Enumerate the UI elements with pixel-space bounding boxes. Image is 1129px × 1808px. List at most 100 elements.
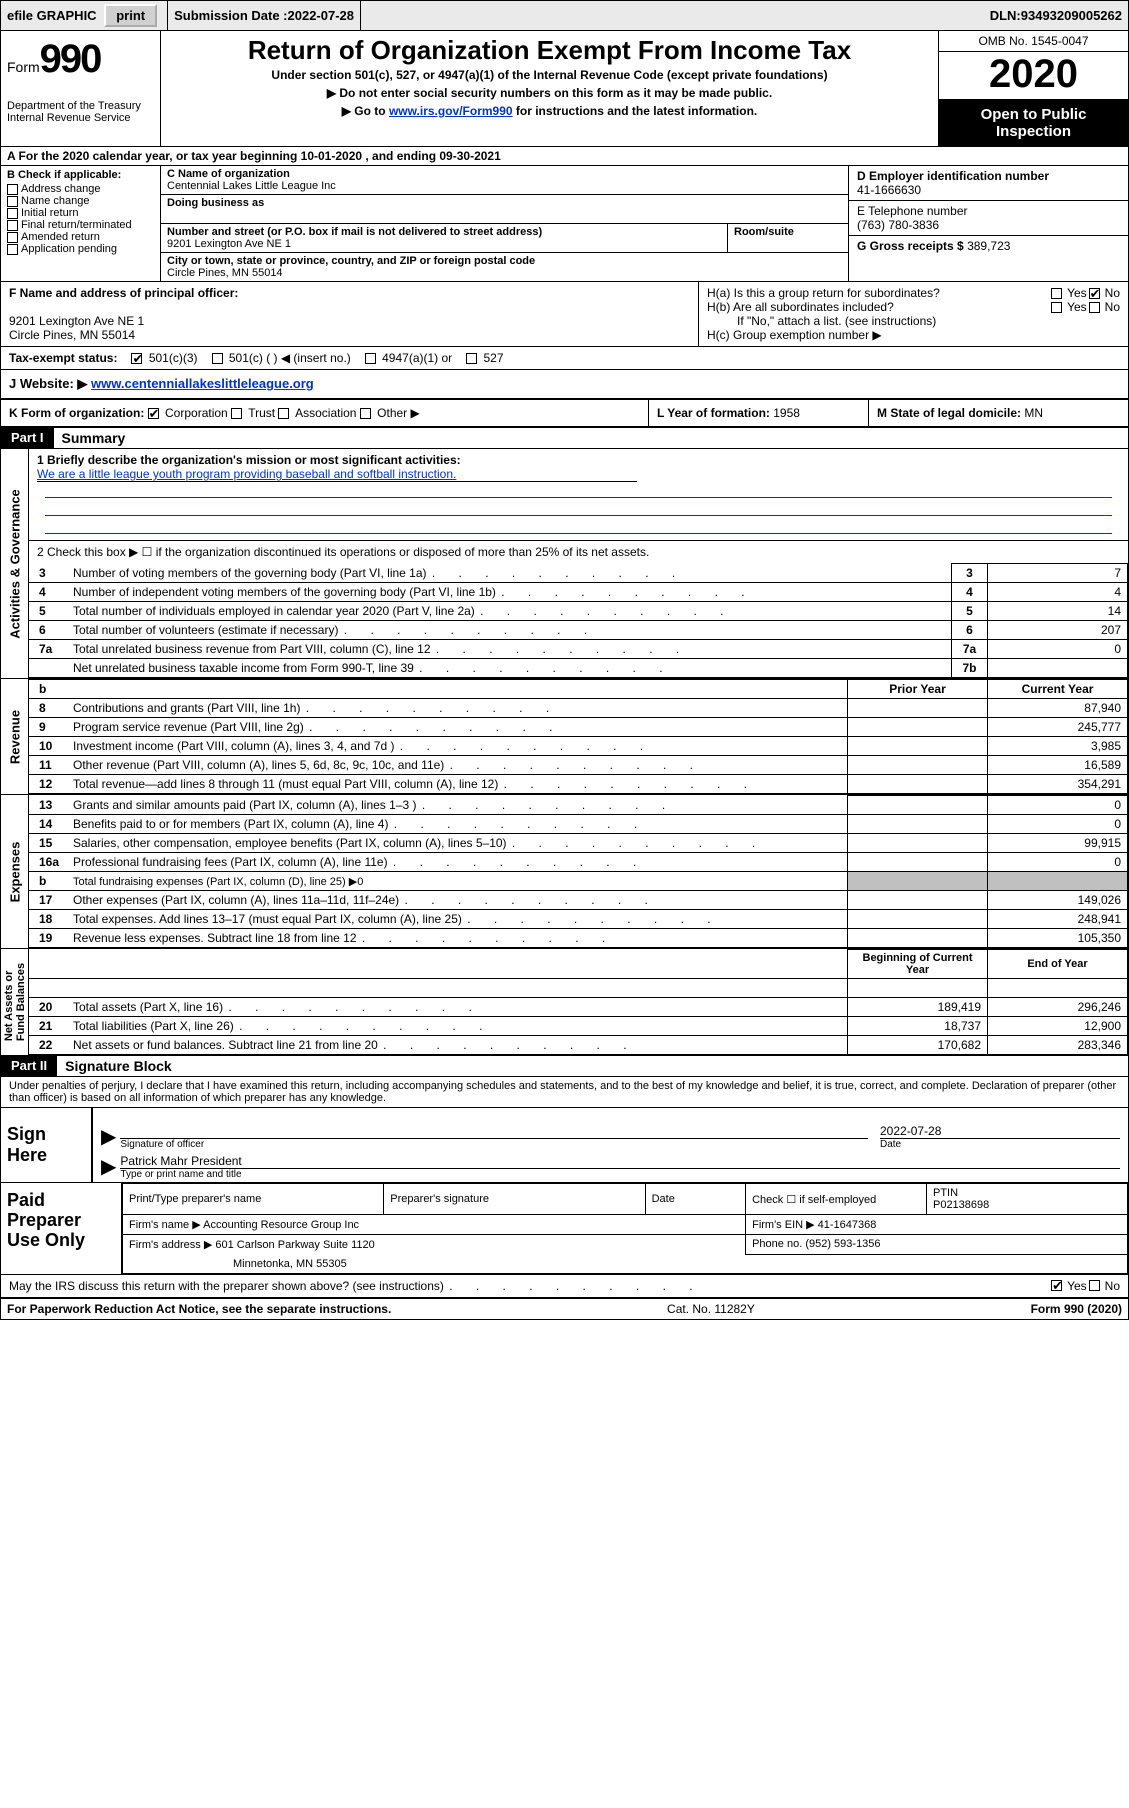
- instr-link: ▶ Go to www.irs.gov/Form990 for instruct…: [169, 104, 930, 118]
- part1-header-row: Part I Summary: [1, 428, 1128, 449]
- officer-sig-field[interactable]: Signature of officer: [120, 1124, 868, 1150]
- sign-here: Sign Here ▶ Signature of officer 2022-07…: [1, 1108, 1128, 1183]
- k-corp[interactable]: Corporation: [148, 406, 228, 420]
- header-right: OMB No. 1545-0047 2020 Open to Public In…: [938, 31, 1128, 146]
- mission-link[interactable]: We are a little league youth program pro…: [37, 467, 637, 482]
- print-button[interactable]: print: [104, 4, 157, 27]
- hc-label: H(c) Group exemption number ▶: [707, 328, 1120, 342]
- box-l: L Year of formation: 1958: [648, 400, 868, 426]
- revenue-row: 11Other revenue (Part VIII, column (A), …: [29, 756, 1128, 775]
- netasset-row: 22Net assets or fund balances. Subtract …: [29, 1036, 1128, 1055]
- dln-cell: DLN: 93493209005262: [984, 1, 1128, 30]
- box-b: B Check if applicable: Address change Na…: [1, 166, 161, 281]
- irs-link[interactable]: www.irs.gov/Form990: [389, 104, 513, 118]
- ptin-cell: PTINP02138698: [926, 1184, 1127, 1215]
- prep-selfemp[interactable]: Check ☐ if self-employed: [746, 1184, 927, 1215]
- section-bcd: B Check if applicable: Address change Na…: [1, 166, 1128, 282]
- chk-name[interactable]: Name change: [7, 195, 154, 207]
- side-na: Net Assets orFund Balances: [1, 949, 29, 1055]
- may-irs-row: May the IRS discuss this return with the…: [1, 1275, 1128, 1298]
- year-formation: 1958: [773, 406, 800, 420]
- na-table: Beginning of Current Year End of Year 20…: [29, 949, 1128, 1055]
- firm-ein: 41-1647368: [818, 1219, 877, 1231]
- opt-501c3[interactable]: 501(c)(3): [131, 351, 197, 365]
- expenses-block: Expenses 13Grants and similar amounts pa…: [1, 794, 1128, 948]
- row-i: Tax-exempt status: 501(c)(3) 501(c) ( ) …: [1, 347, 1128, 370]
- col-hdr-row: b Prior Year Current Year: [29, 680, 1128, 699]
- expense-row: 18Total expenses. Add lines 13–17 (must …: [29, 910, 1128, 929]
- opt-501c[interactable]: 501(c) ( ) ◀ (insert no.): [212, 351, 351, 365]
- instr-pre: ▶ Go to: [342, 104, 389, 118]
- part2-badge: Part II: [1, 1056, 57, 1076]
- form-title: Return of Organization Exempt From Incom…: [169, 35, 930, 66]
- netassets-block: Net Assets orFund Balances Beginning of …: [1, 948, 1128, 1056]
- h-note: If "No," attach a list. (see instruction…: [707, 314, 1120, 328]
- chk-amended[interactable]: Amended return: [7, 231, 154, 243]
- k-assoc[interactable]: Association: [278, 406, 356, 420]
- chk-initial[interactable]: Initial return: [7, 207, 154, 219]
- ag-table: 3Number of voting members of the governi…: [29, 563, 1128, 678]
- org-name-label: C Name of organization: [167, 168, 842, 180]
- ha-yes[interactable]: [1051, 288, 1062, 299]
- part2-title: Signature Block: [57, 1056, 180, 1076]
- instr-ssn: ▶ Do not enter social security numbers o…: [169, 86, 930, 100]
- side-rev: Revenue: [1, 679, 29, 794]
- form-container: efile GRAPHIC print Submission Date : 20…: [0, 0, 1129, 1320]
- form-word: Form: [7, 59, 40, 75]
- k-trust[interactable]: Trust: [231, 406, 275, 420]
- box-h: H(a) Is this a group return for subordin…: [698, 282, 1128, 346]
- row-a-period: A For the 2020 calendar year, or tax yea…: [1, 147, 1128, 166]
- form-org-label: K Form of organization:: [9, 406, 144, 420]
- hb-no[interactable]: [1089, 302, 1100, 313]
- officer-name: Patrick Mahr President: [120, 1154, 1120, 1168]
- topbar-spacer: [361, 1, 984, 30]
- box-c: C Name of organization Centennial Lakes …: [161, 166, 848, 281]
- revenue-row: 10Investment income (Part VIII, column (…: [29, 737, 1128, 756]
- expense-row: 14Benefits paid to or for members (Part …: [29, 815, 1128, 834]
- opt-527[interactable]: 527: [466, 351, 503, 365]
- header-left: Form 990 Department of the Treasury Inte…: [1, 31, 161, 146]
- website-label: J Website: ▶: [9, 376, 91, 391]
- header-center: Return of Organization Exempt From Incom…: [161, 31, 938, 146]
- side-exp: Expenses: [1, 795, 29, 948]
- box-k: K Form of organization: Corporation Trus…: [1, 400, 648, 426]
- paid-preparer: Paid Preparer Use Only Print/Type prepar…: [1, 1183, 1128, 1275]
- q1: 1 Briefly describe the organization's mi…: [29, 449, 1128, 541]
- open-inspection: Open to Public Inspection: [939, 100, 1128, 146]
- chk-address[interactable]: Address change: [7, 183, 154, 195]
- activities-governance: Activities & Governance 1 Briefly descri…: [1, 449, 1128, 679]
- row-j: J Website: ▶ www.centenniallakeslittlele…: [1, 370, 1128, 400]
- officer-label: F Name and address of principal officer:: [9, 286, 238, 300]
- irs-yes[interactable]: [1051, 1280, 1062, 1291]
- opt-4947[interactable]: 4947(a)(1) or: [365, 351, 452, 365]
- ha-label: H(a) Is this a group return for subordin…: [707, 286, 940, 300]
- form-990-number: 990: [40, 37, 101, 82]
- irs-no[interactable]: [1089, 1280, 1100, 1291]
- box-m: M State of legal domicile: MN: [868, 400, 1128, 426]
- revenue-row: 9Program service revenue (Part VIII, lin…: [29, 718, 1128, 737]
- top-bar: efile GRAPHIC print Submission Date : 20…: [1, 1, 1128, 31]
- city-row: City or town, state or province, country…: [161, 253, 848, 281]
- ag-row: 3Number of voting members of the governi…: [29, 564, 1128, 583]
- hb-yes[interactable]: [1051, 302, 1062, 313]
- ein-cell: D Employer identification number 41-1666…: [849, 166, 1128, 201]
- omb-number: OMB No. 1545-0047: [939, 31, 1128, 52]
- ha-no[interactable]: [1089, 288, 1100, 299]
- k-other[interactable]: Other ▶: [360, 406, 420, 420]
- city-label: City or town, state or province, country…: [167, 255, 842, 267]
- firm-addr2: Minnetonka, MN 55305: [123, 1254, 1128, 1273]
- chk-final[interactable]: Final return/terminated: [7, 219, 154, 231]
- rev-table: b Prior Year Current Year 8Contributions…: [29, 679, 1128, 794]
- end-hdr: End of Year: [988, 950, 1128, 979]
- website-link[interactable]: www.centenniallakeslittleleague.org: [91, 376, 314, 391]
- form-subtitle: Under section 501(c), 527, or 4947(a)(1)…: [169, 68, 930, 82]
- prep-body: Print/Type preparer's name Preparer's si…: [121, 1183, 1128, 1274]
- sig-arrow-icon: ▶: [101, 1124, 116, 1150]
- chk-pending[interactable]: Application pending: [7, 243, 154, 255]
- blank-lines: [37, 482, 1120, 534]
- hb-label: H(b) Are all subordinates included?: [707, 300, 894, 314]
- tax-year: 2020: [939, 52, 1128, 100]
- gross-label: G Gross receipts $: [857, 239, 967, 253]
- city-value: Circle Pines, MN 55014: [167, 267, 283, 279]
- tel-label: E Telephone number: [857, 204, 968, 218]
